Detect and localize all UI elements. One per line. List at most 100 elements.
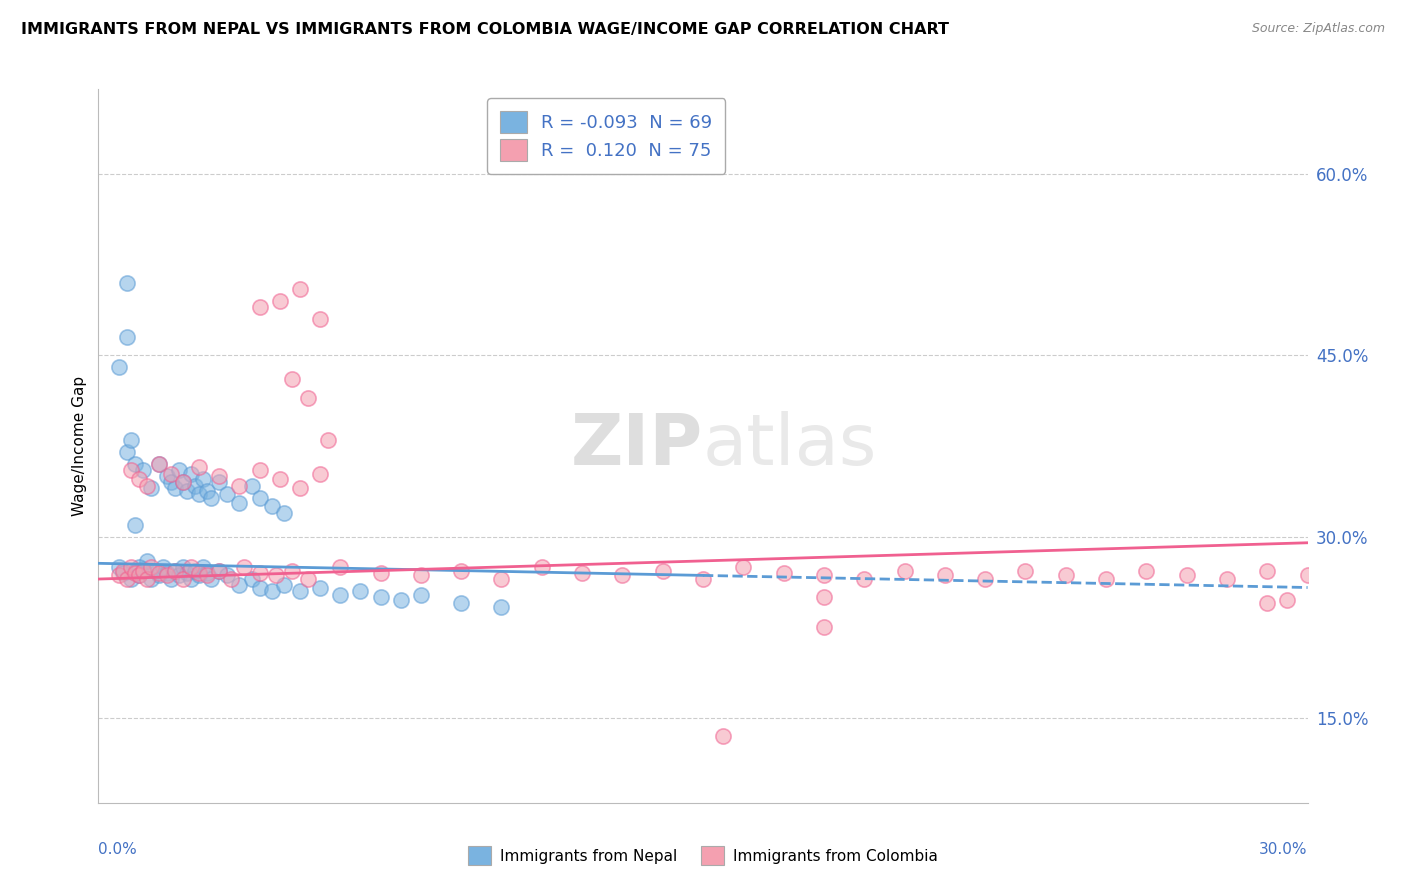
Point [1175,568,1198,582]
Point [139,560,162,574]
Point [228,578,250,592]
Point [1095,572,1118,586]
Point [530,560,553,574]
Point [195,483,218,498]
Point [273,578,295,592]
Point [107,568,129,582]
Point [167,463,190,477]
Point [128,560,150,574]
Point [120,560,142,574]
Point [111,566,134,580]
Point [1014,564,1036,578]
Point [450,596,472,610]
Point [1216,572,1239,586]
Point [232,560,254,574]
Point [156,568,179,582]
Point [172,475,194,490]
Point [269,472,291,486]
Point [240,479,263,493]
Point [167,568,190,582]
Point [1296,568,1319,582]
Point [273,506,295,520]
Point [260,584,283,599]
Point [813,620,835,634]
Text: IMMIGRANTS FROM NEPAL VS IMMIGRANTS FROM COLOMBIA WAGE/INCOME GAP CORRELATION CH: IMMIGRANTS FROM NEPAL VS IMMIGRANTS FROM… [21,22,949,37]
Point [111,564,134,578]
Point [132,463,155,477]
Point [733,560,755,574]
Point [148,457,170,471]
Point [409,568,432,582]
Point [297,391,319,405]
Point [132,564,155,578]
Point [288,282,311,296]
Point [228,479,250,493]
Text: atlas: atlas [703,411,877,481]
Point [1277,592,1299,607]
Text: ZIP: ZIP [571,411,703,481]
Point [184,564,207,578]
Point [180,467,202,481]
Point [188,566,211,580]
Point [249,300,271,314]
Point [853,572,876,586]
Point [139,572,162,586]
Point [281,372,304,386]
Point [156,469,179,483]
Point [249,491,271,505]
Point [288,584,311,599]
Point [148,457,170,471]
Point [221,572,243,586]
Text: 30.0%: 30.0% [1260,842,1308,856]
Point [115,572,138,586]
Point [370,566,392,580]
Point [1256,564,1278,578]
Point [128,568,150,582]
Point [893,564,915,578]
Point [329,588,352,602]
Point [135,572,157,586]
Point [1135,564,1157,578]
Point [692,572,714,586]
Point [163,481,186,495]
Point [491,599,513,614]
Point [217,487,239,501]
Text: 0.0%: 0.0% [98,842,138,856]
Point [813,590,835,604]
Point [249,566,271,580]
Point [297,572,319,586]
Point [612,568,634,582]
Point [120,433,142,447]
Point [115,330,138,344]
Point [240,572,263,586]
Point [172,572,194,586]
Point [193,472,215,486]
Point [571,566,593,580]
Point [107,360,129,375]
Point [269,293,291,308]
Point [934,568,956,582]
Point [281,564,304,578]
Point [193,560,215,574]
Point [128,472,150,486]
Point [188,568,211,582]
Point [249,581,271,595]
Point [288,481,311,495]
Point [152,560,174,574]
Point [370,590,392,604]
Point [208,469,231,483]
Point [139,481,162,495]
Point [491,572,513,586]
Point [135,479,157,493]
Point [200,572,222,586]
Point [450,564,472,578]
Point [172,475,194,490]
Point [148,568,170,582]
Point [813,568,835,582]
Point [195,566,218,580]
Point [195,568,218,582]
Point [115,276,138,290]
Point [349,584,371,599]
Point [160,572,183,586]
Point [228,496,250,510]
